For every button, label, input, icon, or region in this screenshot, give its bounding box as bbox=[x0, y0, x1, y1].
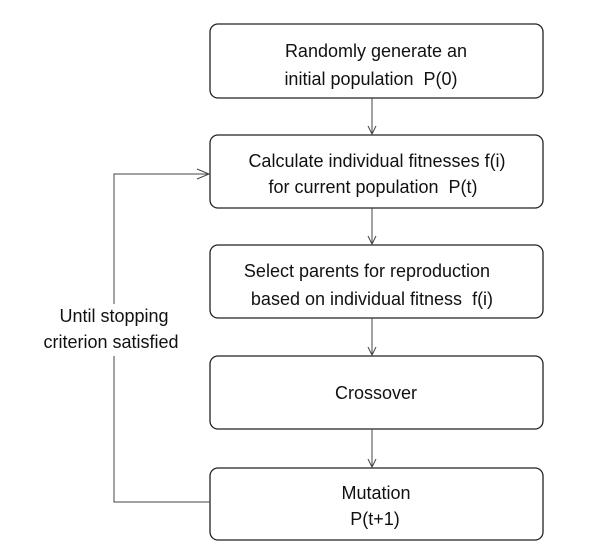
node-mutation: Mutation P(t+1) bbox=[209, 467, 544, 541]
arrow-head-icon bbox=[367, 346, 377, 357]
edge-crossover-to-mutation bbox=[367, 429, 377, 469]
node-fitness-line-2: for current population P(t) bbox=[268, 177, 477, 197]
arrow-head-icon bbox=[196, 168, 211, 180]
loop-label-line-2: criterion satisfied bbox=[43, 332, 178, 352]
edge-fitness-to-select bbox=[367, 208, 377, 246]
loop-label-line-1: Until stopping bbox=[59, 306, 168, 326]
node-crossover: Crossover bbox=[209, 355, 544, 430]
node-mutation-box bbox=[209, 467, 544, 541]
edge-loop-mutation-to-fitness bbox=[113, 168, 211, 503]
edge-select-to-crossover bbox=[367, 318, 377, 357]
node-mutation-line-2: P(t+1) bbox=[350, 509, 400, 529]
node-init-box bbox=[209, 23, 544, 99]
node-select: Select parents for reproduction based on… bbox=[209, 244, 544, 319]
node-fitness-box bbox=[209, 134, 544, 209]
node-mutation-line-1: Mutation bbox=[341, 483, 410, 503]
node-crossover-box bbox=[209, 355, 544, 430]
node-select-line-1: Select parents for reproduction bbox=[244, 261, 490, 281]
node-select-line-2: based on individual fitness f(i) bbox=[251, 289, 493, 309]
arrow-head-icon bbox=[367, 125, 377, 136]
node-fitness-line-1: Calculate individual fitnesses f(i) bbox=[248, 151, 505, 171]
node-fitness: Calculate individual fitnesses f(i) for … bbox=[209, 134, 544, 209]
node-select-box bbox=[209, 244, 544, 319]
arrow-head-icon bbox=[367, 458, 377, 469]
loop-label: Until stopping criterion satisfied bbox=[43, 306, 178, 352]
node-init-line-2: initial population P(0) bbox=[284, 69, 457, 89]
node-crossover-line-1: Crossover bbox=[335, 383, 417, 403]
node-init: Randomly generate an initial population … bbox=[209, 23, 544, 99]
arrow-head-icon bbox=[367, 235, 377, 246]
edge-init-to-fitness bbox=[367, 98, 377, 136]
node-init-line-1: Randomly generate an bbox=[285, 41, 467, 61]
